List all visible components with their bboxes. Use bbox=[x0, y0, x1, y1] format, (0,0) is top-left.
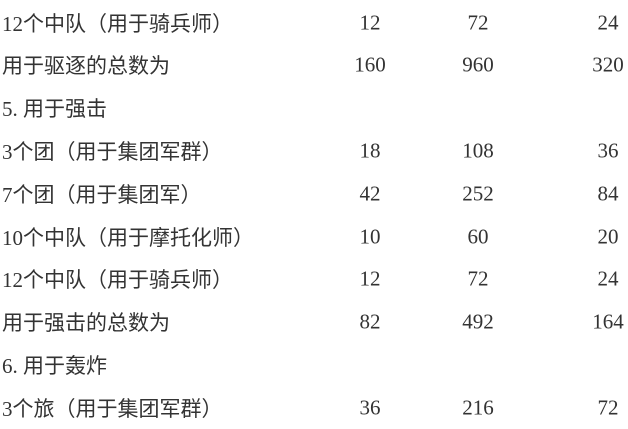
table-row: 用于驱逐的总数为 160 960 320 bbox=[0, 44, 628, 87]
table-row: 6. 用于轰炸 bbox=[0, 343, 628, 386]
row-label: 用于驱逐的总数为 bbox=[2, 54, 170, 79]
value-col-2: 108 bbox=[462, 138, 494, 163]
table-row: 7个团（用于集团军） 42 252 84 bbox=[0, 172, 628, 215]
value-col-1: 10 bbox=[359, 224, 381, 248]
value-col-2: 216 bbox=[462, 395, 494, 420]
value-col-3: 36 bbox=[597, 138, 619, 163]
row-label: 12个中队（用于骑兵师） bbox=[2, 11, 233, 36]
value-col-1: 12 bbox=[359, 266, 381, 291]
value-col-3: 320 bbox=[592, 52, 624, 77]
table-row: 10个中队（用于摩托化师） 10 60 20 bbox=[0, 215, 628, 258]
row-label: 5. 用于强击 bbox=[2, 97, 107, 122]
table-row: 12个中队（用于骑兵师） 12 72 24 bbox=[0, 258, 628, 301]
value-col-1: 18 bbox=[359, 138, 381, 163]
value-col-2: 72 bbox=[467, 10, 489, 34]
value-col-3: 84 bbox=[597, 181, 619, 206]
value-col-1: 160 bbox=[354, 52, 386, 77]
row-label: 7个团（用于集团军） bbox=[2, 182, 202, 207]
value-col-1: 42 bbox=[359, 181, 381, 206]
row-label: 3个旅（用于集团军群） bbox=[2, 396, 223, 421]
value-col-1: 36 bbox=[359, 395, 381, 420]
value-col-3: 24 bbox=[597, 10, 619, 34]
table-row: 3个团（用于集团军群） 18 108 36 bbox=[0, 129, 628, 172]
value-col-2: 252 bbox=[462, 181, 494, 206]
value-col-3: 24 bbox=[597, 266, 619, 291]
value-col-2: 492 bbox=[462, 309, 494, 334]
table-row: 12个中队（用于骑兵师） 12 72 24 bbox=[0, 1, 628, 44]
value-col-3: 164 bbox=[592, 309, 624, 334]
table-row: 用于强击的总数为 82 492 164 bbox=[0, 301, 628, 344]
value-col-2: 960 bbox=[462, 52, 494, 77]
row-label: 6. 用于轰炸 bbox=[2, 353, 107, 378]
value-col-1: 82 bbox=[359, 309, 381, 334]
value-col-1: 12 bbox=[359, 10, 381, 34]
row-label: 10个中队（用于摩托化师） bbox=[2, 225, 254, 250]
value-col-3: 72 bbox=[597, 395, 619, 420]
table-row: 5. 用于强击 bbox=[0, 87, 628, 130]
value-col-2: 72 bbox=[467, 266, 489, 291]
row-label: 12个中队（用于骑兵师） bbox=[2, 268, 233, 293]
table-row: 3个旅（用于集团军群） 36 216 72 bbox=[0, 386, 628, 429]
row-label: 用于强击的总数为 bbox=[2, 311, 170, 336]
value-col-3: 20 bbox=[597, 224, 619, 248]
value-col-2: 60 bbox=[467, 224, 489, 248]
row-label: 3个团（用于集团军群） bbox=[2, 139, 223, 164]
